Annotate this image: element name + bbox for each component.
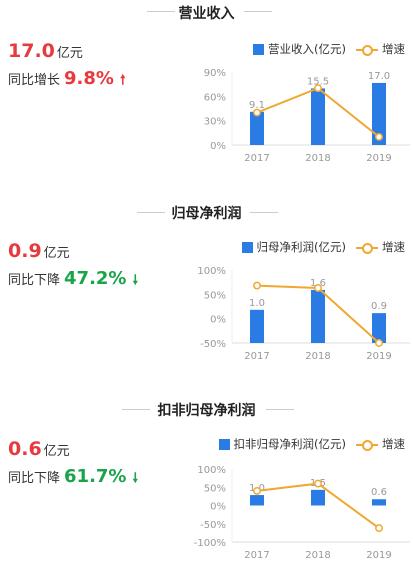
bar-value-label: 1.0 <box>249 298 265 309</box>
y-tick-label: 0% <box>210 141 226 152</box>
legend: 营业收入(亿元) 增速 <box>253 41 405 57</box>
y-tick-label: 50% <box>204 483 226 494</box>
headline: 17.0 亿元 <box>8 40 83 62</box>
legend-bar-label: 归母净利润(亿元) <box>256 240 346 254</box>
x-tick-label: 2017 <box>244 550 269 561</box>
line-legend-icon <box>356 439 378 451</box>
y-tick-label: 0% <box>210 502 226 513</box>
title-divider-left <box>122 409 150 410</box>
headline-unit: 亿元 <box>43 246 70 261</box>
headline-unit: 亿元 <box>56 46 83 61</box>
line-legend-icon <box>356 44 378 56</box>
y-tick-label: 90% <box>204 68 226 79</box>
legend-bar-label: 扣非归母净利润(亿元) <box>233 437 346 451</box>
bar <box>311 489 325 506</box>
legend-bar-label: 营业收入(亿元) <box>268 42 346 56</box>
section-title: 营业收入 <box>178 6 235 22</box>
section-title: 扣非归母净利润 <box>157 403 256 419</box>
revenue-chart: 90% 60% 30% 0% 9.1 15.5 17.0 2017 2018 2019 <box>204 68 410 164</box>
x-tick-label: 2018 <box>305 153 330 164</box>
bar <box>250 495 264 506</box>
legend-line-label: 增速 <box>382 240 405 254</box>
yoy-value: 9.8% <box>64 68 114 89</box>
growth-point <box>375 524 383 533</box>
x-tick-label: 2019 <box>366 153 391 164</box>
legend-line-label: 增速 <box>382 42 405 56</box>
bar-legend-icon <box>241 241 253 253</box>
title-divider-right <box>250 212 278 213</box>
x-tick-label: 2019 <box>366 550 391 561</box>
bar-value-label: 17.0 <box>368 71 390 82</box>
x-tick-label: 2018 <box>305 351 330 362</box>
revenue-section: 营业收入 17.0 亿元 同比增长 9.8% 🠕 营业收入(亿元) 增速 90% 60%… <box>0 0 413 188</box>
bar <box>311 88 325 145</box>
bar-value-label: 0.6 <box>371 487 387 498</box>
y-tick-label: 50% <box>204 290 226 301</box>
arrow-up-icon: 🠕 <box>119 73 126 88</box>
y-tick-label: 100% <box>197 465 226 476</box>
bar-legend-icon <box>253 43 265 55</box>
y-tick-label: 100% <box>197 266 226 277</box>
growth-point <box>314 479 322 488</box>
net-profit-chart: 100% 50% 0% -50% 1.0 1.6 0.9 2017 2018 2019 <box>197 266 410 362</box>
deducted-net-profit-section: 扣非归母净利润 0.6 亿元 同比下降 61.7% 🠗 扣非归母净利润(亿元) 增速 … <box>0 376 413 564</box>
y-tick-label: -50% <box>200 520 226 531</box>
bar <box>250 309 264 343</box>
bar-value-label: 1.6 <box>310 278 326 289</box>
headline-value: 0.6 <box>8 438 42 460</box>
growth-point <box>314 284 322 292</box>
x-tick-label: 2017 <box>244 351 269 362</box>
line-legend-icon <box>356 242 378 254</box>
arrow-down-icon: 🠗 <box>132 273 139 288</box>
yoy: 同比下降 47.2% 🠗 <box>8 268 138 293</box>
yoy: 同比下降 61.7% 🠗 <box>8 466 138 491</box>
legend: 扣非归母净利润(亿元) 增速 <box>218 436 405 452</box>
headline-unit: 亿元 <box>43 444 70 459</box>
y-tick-label: -100% <box>194 538 226 549</box>
y-tick-label: 0% <box>210 315 226 326</box>
yoy-value: 47.2% <box>64 268 127 289</box>
bar <box>372 313 386 343</box>
x-tick-label: 2017 <box>244 153 269 164</box>
arrow-down-icon: 🠗 <box>132 471 139 486</box>
yoy-value: 61.7% <box>64 466 127 487</box>
growth-point <box>253 281 261 290</box>
yoy-label: 同比下降 <box>8 471 61 486</box>
headline-value: 17.0 <box>8 40 55 62</box>
bar-value-label: 15.5 <box>307 76 329 87</box>
x-tick-label: 2018 <box>305 550 330 561</box>
headline-value: 0.9 <box>8 240 42 262</box>
title-divider-right <box>244 11 272 12</box>
bar <box>372 499 386 506</box>
growth-point <box>253 108 261 117</box>
yoy: 同比增长 9.8% 🠕 <box>8 68 126 93</box>
yoy-label: 同比下降 <box>8 273 61 288</box>
x-tick-label: 2019 <box>366 351 391 362</box>
bar <box>250 111 264 145</box>
y-tick-label: -50% <box>200 339 226 350</box>
growth-point <box>253 486 261 495</box>
bar <box>372 82 386 145</box>
net-profit-section: 归母净利润 0.9 亿元 同比下降 47.2% 🠗 归母净利润(亿元) 增速 100%… <box>0 188 413 376</box>
section-title: 归母净利润 <box>171 206 242 222</box>
title-divider-right <box>266 409 294 410</box>
growth-point <box>375 339 383 347</box>
y-tick-label: 60% <box>204 92 226 103</box>
growth-point <box>375 132 383 141</box>
growth-point <box>314 84 322 93</box>
bar-value-label: 9.1 <box>249 100 265 111</box>
bar <box>311 289 325 343</box>
bar-legend-icon <box>218 438 230 450</box>
y-tick-label: 30% <box>204 117 226 128</box>
title-divider-left <box>147 11 175 12</box>
title-divider-left <box>137 212 165 213</box>
legend-line-label: 增速 <box>382 437 405 451</box>
bar-value-label: 0.9 <box>371 301 387 312</box>
headline: 0.6 亿元 <box>8 438 70 460</box>
legend: 归母净利润(亿元) 增速 <box>241 239 405 255</box>
yoy-label: 同比增长 <box>8 73 61 88</box>
headline: 0.9 亿元 <box>8 240 70 262</box>
